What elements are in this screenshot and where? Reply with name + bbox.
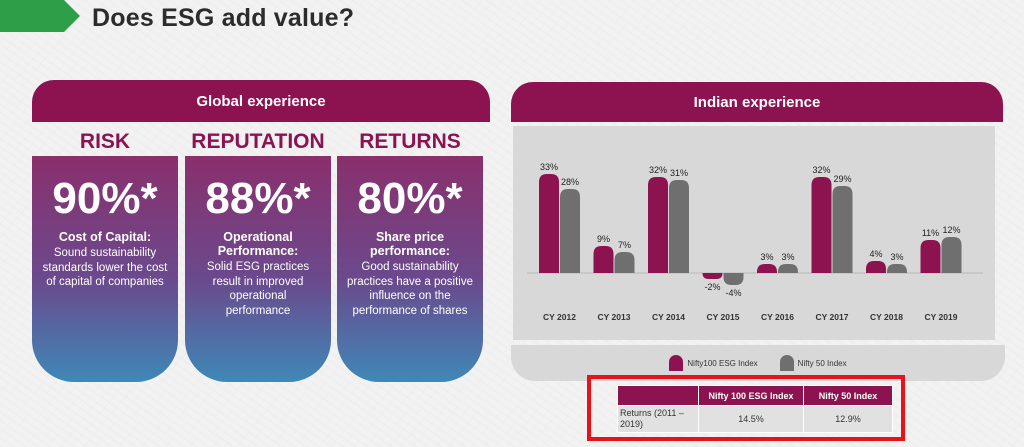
data-label: 32%	[649, 165, 667, 175]
data-label: 12%	[942, 225, 960, 235]
legend-swatch-nifty50	[779, 355, 794, 371]
legend-item-nifty50: Nifty 50 Index	[779, 355, 847, 371]
risk-description: Sound sustainability standards lower the…	[42, 247, 168, 288]
data-label: 3%	[890, 252, 903, 262]
data-label: -4%	[725, 288, 741, 298]
highlight-box	[587, 375, 905, 441]
x-tick-label: CY 2015	[707, 312, 740, 322]
x-tick-label: CY 2014	[652, 312, 685, 322]
global-experience-header: Global experience	[32, 80, 490, 122]
data-label: 32%	[812, 165, 830, 175]
legend-label-nifty50: Nifty 50 Index	[797, 358, 847, 368]
reputation-heading: REPUTATION	[191, 130, 325, 153]
table-header-row: Nifty 100 ESG Index Nifty 50 Index	[617, 385, 893, 406]
returns-heading: RETURNS	[359, 130, 461, 153]
bar-nifty50-cy-2015	[723, 273, 744, 285]
table-header-blank	[617, 385, 699, 406]
legend-swatch-esg	[669, 355, 684, 371]
risk-card: 90%* Cost of Capital: Sound sustainabili…	[32, 156, 178, 382]
legend-label-esg: Nifty100 ESG Index	[687, 358, 758, 368]
bar-nifty50-cy-2017	[832, 186, 853, 273]
data-label: 33%	[540, 162, 558, 172]
chart-panel	[513, 126, 995, 340]
bar-nifty50-cy-2016	[778, 264, 798, 273]
bar-esg-cy-2019	[920, 240, 941, 273]
table-row: Returns (2011 – 2019) 14.5% 12.9%	[617, 405, 893, 433]
bar-esg-cy-2012	[539, 174, 559, 273]
section-tab-marker	[0, 0, 80, 32]
page-title: Does ESG add value?	[92, 4, 355, 32]
bar-nifty50-cy-2019	[941, 237, 962, 273]
x-tick-label: CY 2018	[870, 312, 903, 322]
reputation-value: 88%*	[205, 174, 311, 223]
data-label: 29%	[833, 174, 851, 184]
bar-esg-cy-2018	[866, 261, 886, 273]
table-header-esg: Nifty 100 ESG Index	[698, 385, 804, 406]
reputation-description: Solid ESG practices result in improved o…	[206, 261, 310, 317]
returns-card: 80%* Share price performance: Good susta…	[337, 156, 483, 382]
legend-item-esg: Nifty100 ESG Index	[669, 355, 758, 371]
returns-comparison-table: Nifty 100 ESG Index Nifty 50 Index Retur…	[617, 385, 893, 433]
bar-esg-cy-2016	[757, 264, 777, 273]
bar-esg-cy-2017	[811, 177, 832, 273]
bar-nifty50-cy-2014	[669, 180, 689, 273]
x-tick-label: CY 2016	[761, 312, 794, 322]
indian-experience-header: Indian experience	[511, 82, 1003, 122]
data-label: 7%	[618, 240, 631, 250]
reputation-label: Operational Performance:	[217, 230, 299, 258]
reputation-card: 88%* Operational Performance: Solid ESG …	[185, 156, 331, 382]
returns-label: Share price performance:	[370, 230, 450, 258]
table-cell-esg: 14.5%	[698, 405, 804, 433]
returns-value: 80%*	[357, 174, 463, 223]
data-label: 3%	[760, 252, 773, 262]
bar-esg-cy-2015	[702, 273, 723, 279]
table-row-label: Returns (2011 – 2019)	[617, 405, 699, 433]
bar-nifty50-cy-2018	[887, 264, 907, 273]
returns-description: Good sustainability practices have a pos…	[347, 261, 473, 317]
risk-label: Cost of Capital:	[58, 230, 152, 244]
x-tick-label: CY 2017	[816, 312, 849, 322]
data-label: -2%	[704, 282, 720, 292]
risk-value: 90%*	[52, 174, 158, 223]
x-tick-label: CY 2013	[598, 312, 631, 322]
data-label: 3%	[781, 252, 794, 262]
x-tick-label: CY 2019	[925, 312, 958, 322]
table-header-nifty50: Nifty 50 Index	[803, 385, 893, 406]
x-tick-label: CY 2012	[543, 312, 576, 322]
bar-nifty50-cy-2013	[614, 252, 635, 273]
data-label: 31%	[670, 168, 688, 178]
data-label: 4%	[869, 249, 882, 259]
bar-esg-cy-2013	[593, 246, 614, 273]
risk-heading: RISK	[79, 130, 131, 153]
data-label: 28%	[561, 177, 579, 187]
data-label: 11%	[922, 228, 939, 238]
table-cell-nifty50: 12.9%	[803, 405, 893, 433]
bar-esg-cy-2014	[648, 177, 668, 273]
data-label: 9%	[597, 234, 610, 244]
bar-nifty50-cy-2012	[560, 189, 580, 273]
